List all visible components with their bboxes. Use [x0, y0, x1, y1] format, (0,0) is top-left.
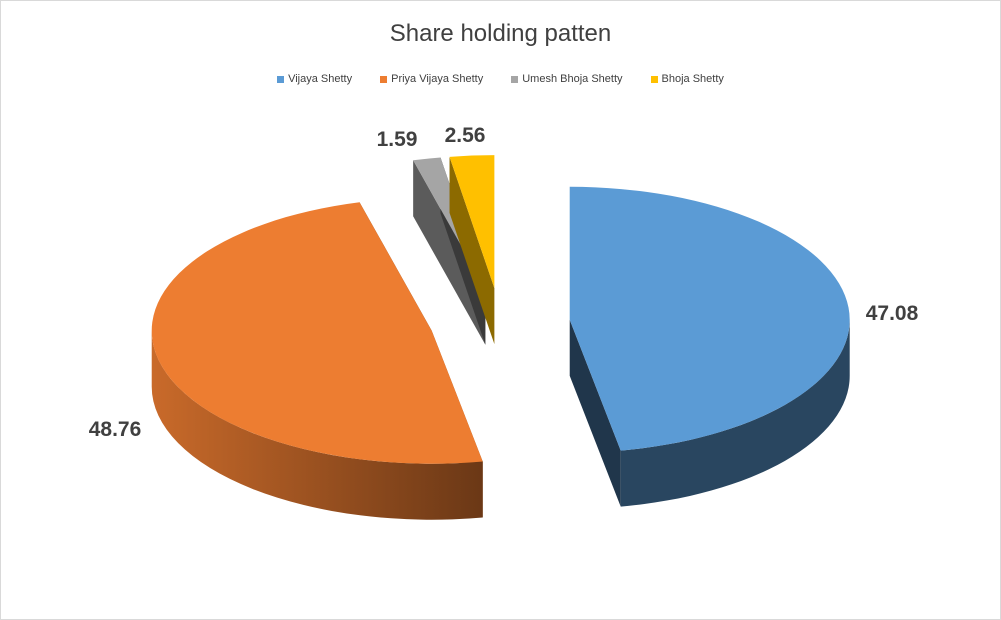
chart-title: Share holding patten [389, 20, 612, 47]
data-label-bhoja-shetty: 2.56 [445, 124, 486, 147]
legend-item: Bhoja Shetty [650, 73, 724, 85]
slice-vijaya-shetty[interactable] [569, 186, 850, 451]
legend-label: Vijaya Shetty [288, 73, 353, 85]
slice-cut-face-umesh-bhoja-shetty [413, 160, 486, 345]
data-label-umesh-bhoja-shetty: 1.59 [377, 128, 418, 151]
slice-priya-vijaya-shetty[interactable] [151, 202, 483, 464]
legend-item: Umesh Bhoja Shetty [511, 73, 623, 85]
legend-label: Priya Vijaya Shetty [391, 73, 484, 85]
data-label-priya-vijaya-shetty: 48.76 [89, 418, 142, 441]
data-label-vijaya-shetty: 47.08 [866, 302, 919, 325]
legend-swatch-vijaya [277, 75, 285, 83]
legend: Vijaya Shetty Priya Vijaya Shetty Umesh … [0, 73, 1001, 85]
legend-item: Priya Vijaya Shetty [380, 73, 483, 85]
legend-swatch-bhoja [650, 75, 658, 83]
slice-side-priya-vijaya-shetty [151, 330, 483, 520]
slice-bhoja-shetty[interactable] [449, 155, 495, 289]
legend-swatch-priya [380, 75, 388, 83]
legend-item: Vijaya Shetty [277, 73, 352, 85]
legend-label: Umesh Bhoja Shetty [522, 73, 623, 85]
legend-label: Bhoja Shetty [661, 73, 724, 85]
slice-side-vijaya-shetty [620, 319, 850, 507]
slice-cut-face-bhoja-shetty [449, 156, 495, 345]
slice-cut-face-vijaya-shetty [569, 319, 621, 507]
legend-swatch-umesh [511, 75, 519, 83]
